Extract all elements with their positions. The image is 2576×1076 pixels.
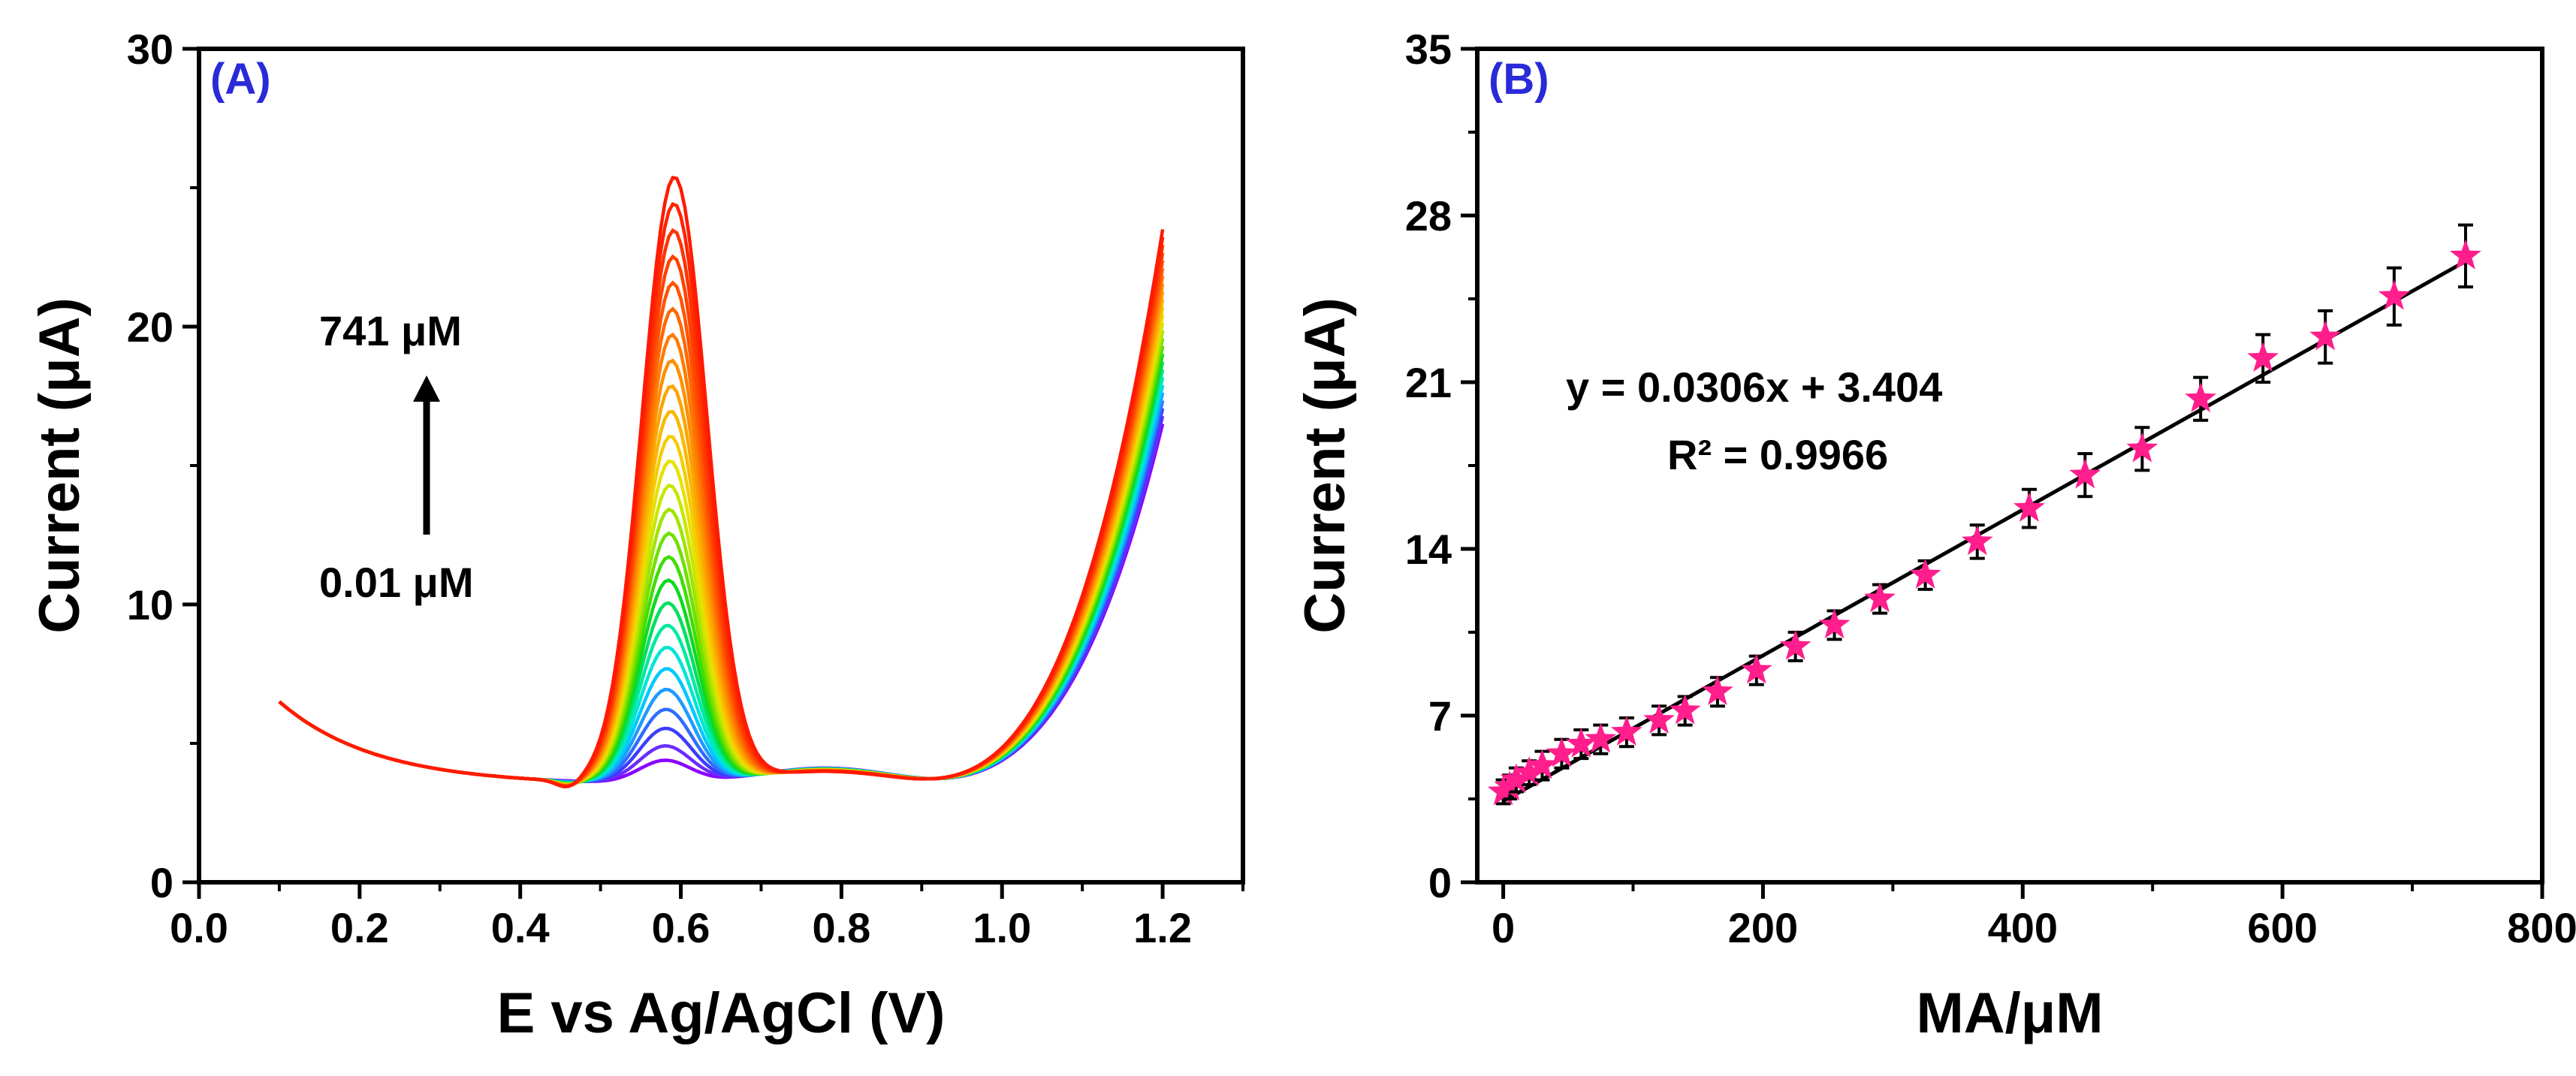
increase-arrow-head bbox=[413, 375, 440, 402]
x-tick-label: 0.2 bbox=[330, 904, 389, 951]
panel-b-ticks: 0 200 400 600 800 0 7 14 21 28 35 bbox=[1405, 26, 2576, 951]
data-point bbox=[2450, 239, 2481, 270]
x-tick-label: 1.0 bbox=[973, 904, 1031, 951]
y-tick-label: 7 bbox=[1428, 692, 1452, 740]
data-point bbox=[2069, 458, 2101, 489]
data-point bbox=[2126, 432, 2158, 463]
x-tick-label: 200 bbox=[1728, 904, 1798, 951]
x-tick-label: 600 bbox=[2247, 904, 2317, 951]
data-point bbox=[1740, 653, 1772, 684]
data-point bbox=[2013, 492, 2045, 522]
data-point bbox=[1702, 675, 1733, 706]
x-tick-label: 0 bbox=[1492, 904, 1515, 951]
concentration-high-label: 741 μM bbox=[319, 307, 462, 354]
data-point bbox=[1818, 608, 1851, 639]
y-tick-label: 0 bbox=[1428, 859, 1452, 906]
panel-a-label: (A) bbox=[210, 55, 271, 104]
concentration-low-label: 0.01 μM bbox=[319, 559, 473, 606]
r-squared-label: R² = 0.9966 bbox=[1667, 431, 1888, 478]
y-tick-label: 10 bbox=[127, 581, 173, 628]
x-tick-label: 1.2 bbox=[1133, 904, 1192, 951]
panel-b-y-axis-title: Current (μA) bbox=[1293, 297, 1357, 634]
data-point bbox=[1643, 704, 1675, 734]
panel-b-frame bbox=[1475, 47, 2544, 885]
data-point bbox=[1864, 582, 1896, 613]
data-point bbox=[1585, 722, 1617, 753]
data-point bbox=[1526, 749, 1558, 779]
y-tick-label: 14 bbox=[1405, 526, 1452, 573]
y-tick-label: 21 bbox=[1405, 359, 1452, 406]
x-tick-label: 0.6 bbox=[652, 904, 710, 951]
data-point bbox=[1565, 728, 1597, 758]
y-tick-label: 20 bbox=[127, 303, 173, 351]
data-point bbox=[1610, 716, 1642, 746]
x-tick-label: 0.8 bbox=[812, 904, 870, 951]
fit-line bbox=[1502, 259, 2467, 803]
data-point bbox=[1669, 694, 1701, 725]
x-tick-label: 400 bbox=[1988, 904, 2058, 951]
data-point bbox=[1501, 763, 1532, 794]
data-point bbox=[1513, 756, 1546, 786]
panel-b-x-axis-title: MA/μM bbox=[1916, 981, 2103, 1045]
panel-a-ticks: 0.0 0.2 0.4 0.6 0.8 1.0 1.2 0 10 20 30 bbox=[127, 26, 1244, 951]
data-point bbox=[1961, 525, 1993, 556]
voltammogram-curve bbox=[278, 176, 1165, 788]
data-point bbox=[2185, 382, 2217, 412]
voltammogram-curves bbox=[278, 176, 1165, 788]
panel-a: 0.0 0.2 0.4 0.6 0.8 1.0 1.2 0 10 20 30 (A) E vs Ag… bbox=[28, 26, 1245, 1045]
y-tick-label: 0 bbox=[150, 859, 173, 906]
y-tick-label: 35 bbox=[1405, 26, 1452, 73]
y-tick-label: 28 bbox=[1405, 192, 1452, 240]
data-point bbox=[1546, 737, 1578, 767]
x-tick-label: 0.4 bbox=[491, 904, 550, 951]
panel-a-x-axis-title: E vs Ag/AgCl (V) bbox=[497, 981, 946, 1045]
data-point bbox=[2378, 279, 2410, 310]
data-point bbox=[2247, 342, 2279, 372]
data-point bbox=[2309, 320, 2342, 351]
panel-a-y-axis-title: Current (μA) bbox=[28, 297, 92, 634]
panel-b: 0 200 400 600 800 0 7 14 21 28 35 (B) MA/μM Curren… bbox=[1293, 26, 2576, 1045]
y-tick-label: 30 bbox=[127, 26, 173, 73]
x-tick-label: 800 bbox=[2507, 904, 2576, 951]
data-point bbox=[1909, 558, 1941, 589]
panel-b-label: (B) bbox=[1489, 55, 1549, 104]
data-point bbox=[1779, 630, 1811, 660]
regression-equation: y = 0.0306x + 3.404 bbox=[1566, 363, 1942, 411]
calibration-points bbox=[1487, 223, 2481, 806]
x-tick-label: 0.0 bbox=[170, 904, 228, 951]
